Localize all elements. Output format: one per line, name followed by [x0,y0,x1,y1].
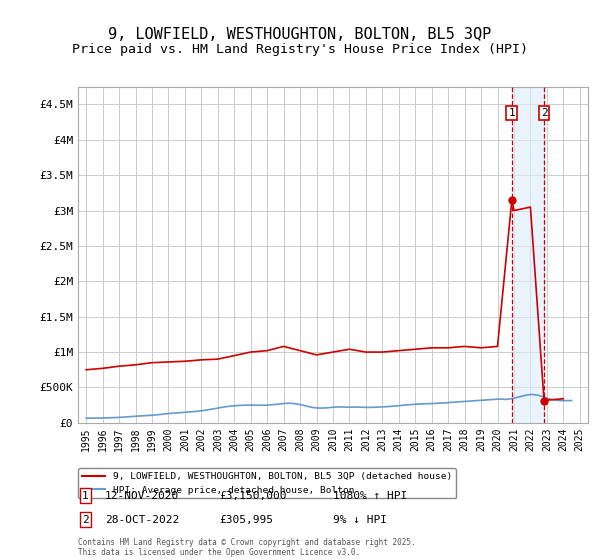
Text: 9% ↓ HPI: 9% ↓ HPI [333,515,387,525]
Text: 28-OCT-2022: 28-OCT-2022 [105,515,179,525]
Text: 1: 1 [508,108,515,118]
Text: Price paid vs. HM Land Registry's House Price Index (HPI): Price paid vs. HM Land Registry's House … [72,43,528,55]
Legend: 9, LOWFIELD, WESTHOUGHTON, BOLTON, BL5 3QP (detached house), HPI: Average price,: 9, LOWFIELD, WESTHOUGHTON, BOLTON, BL5 3… [78,468,456,498]
Text: 2: 2 [82,515,89,525]
Bar [512,87,544,423]
Text: 9, LOWFIELD, WESTHOUGHTON, BOLTON, BL5 3QP: 9, LOWFIELD, WESTHOUGHTON, BOLTON, BL5 3… [109,27,491,42]
Text: £305,995: £305,995 [219,515,273,525]
Text: 1: 1 [82,491,89,501]
Text: 2: 2 [541,108,547,118]
Text: £3,150,000: £3,150,000 [219,491,287,501]
Text: 12-NOV-2020: 12-NOV-2020 [105,491,179,501]
Text: Contains HM Land Registry data © Crown copyright and database right 2025.
This d: Contains HM Land Registry data © Crown c… [78,538,416,557]
Text: 1080% ↑ HPI: 1080% ↑ HPI [333,491,407,501]
